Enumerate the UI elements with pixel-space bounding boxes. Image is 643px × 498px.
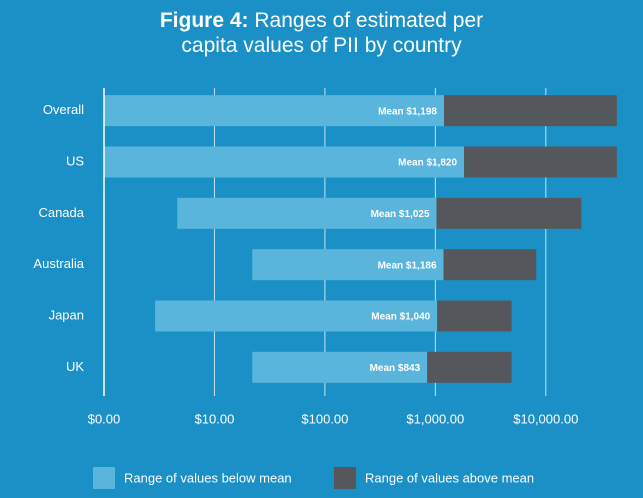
legend-label: Range of values below mean xyxy=(124,470,292,485)
bar-above-mean xyxy=(444,95,617,127)
x-tick-label: $10.00 xyxy=(195,411,235,426)
bar-above-mean xyxy=(437,300,512,332)
bar-below-mean xyxy=(252,351,428,383)
bar-below-mean xyxy=(177,197,437,229)
x-tick-label: $0.00 xyxy=(88,411,121,426)
x-tick-label: $1,000.00 xyxy=(406,411,464,426)
bar-below-mean xyxy=(155,300,438,332)
bar-above-mean xyxy=(436,197,582,229)
title-prefix: Figure 4: xyxy=(159,9,249,32)
y-tick-label: UK xyxy=(66,359,84,374)
bar-above-mean xyxy=(443,249,537,281)
legend-swatch xyxy=(334,467,356,489)
mean-label: Mean $1,186 xyxy=(378,260,437,271)
y-tick-label: Australia xyxy=(33,256,84,271)
legend-label: Range of values above mean xyxy=(365,470,534,485)
mean-label: Mean $1,040 xyxy=(371,312,430,323)
legend-swatch xyxy=(93,467,115,489)
x-tick-label: $100.00 xyxy=(301,411,348,426)
bar-below-mean xyxy=(104,146,465,178)
bar-below-mean xyxy=(252,249,444,281)
chart-title: Figure 4: Ranges of estimated per capita… xyxy=(150,8,493,58)
bar-below-mean xyxy=(104,95,445,127)
y-tick-label: Japan xyxy=(49,307,84,322)
y-tick-label: US xyxy=(66,153,84,168)
title-text: Ranges of estimated per capita values of… xyxy=(181,9,484,57)
y-tick-label: Canada xyxy=(38,205,84,220)
bar-above-mean xyxy=(464,146,617,178)
mean-label: Mean $843 xyxy=(370,363,421,374)
bar-above-mean xyxy=(427,351,512,383)
mean-label: Mean $1,820 xyxy=(398,158,457,169)
mean-label: Mean $1,025 xyxy=(371,209,430,220)
x-tick-label: $10,000.00 xyxy=(513,411,578,426)
mean-label: Mean $1,198 xyxy=(378,106,437,117)
y-tick-label: Overall xyxy=(43,102,84,117)
